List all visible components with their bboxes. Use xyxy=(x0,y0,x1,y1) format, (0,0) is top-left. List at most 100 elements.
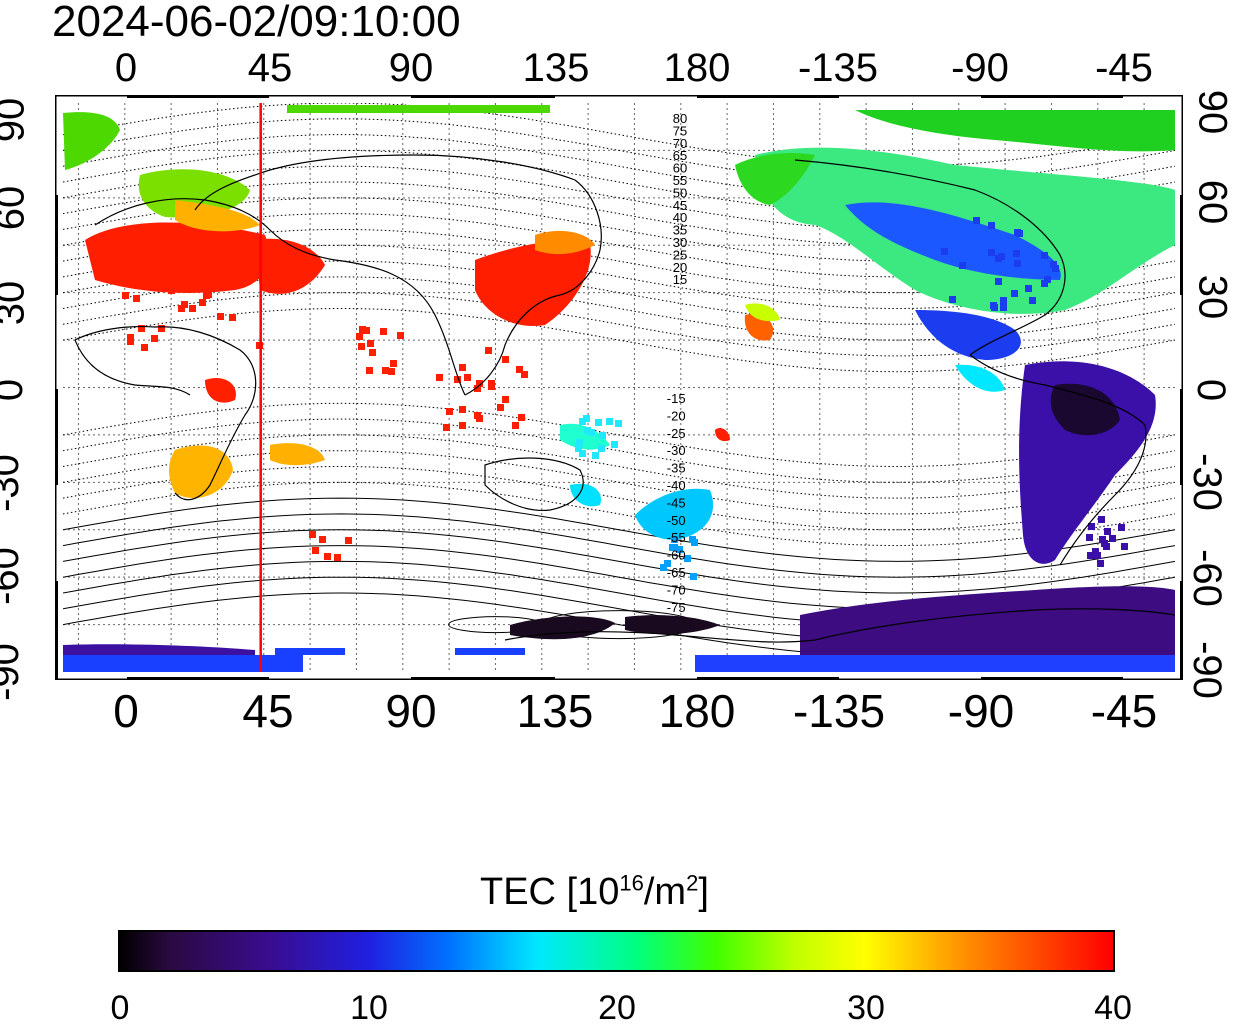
tec-pixel xyxy=(182,276,189,283)
tec-pixel xyxy=(476,380,483,387)
tec-pixel xyxy=(380,328,387,335)
y-tick-right: -90 xyxy=(1184,641,1229,699)
tec-patch xyxy=(510,616,615,640)
tec-pixel xyxy=(1087,552,1094,559)
colorbar-tick: 0 xyxy=(110,989,130,1027)
tec-pixel xyxy=(1041,252,1048,259)
x-tick-top: 0 xyxy=(114,46,138,90)
x-tick-top: 135 xyxy=(522,46,590,90)
tec-patch xyxy=(955,364,1005,392)
tec-pixel xyxy=(579,450,586,457)
tec-pixel xyxy=(502,356,509,363)
tec-pixel xyxy=(615,420,622,427)
contour-line xyxy=(63,450,1175,515)
tec-pixel xyxy=(995,278,1002,285)
tec-pixel xyxy=(443,424,450,431)
tec-pixel xyxy=(583,415,590,422)
tec-pixel xyxy=(595,419,602,426)
contour-line xyxy=(63,481,1175,547)
tec-pixel xyxy=(1098,516,1105,523)
contour-label: 70 xyxy=(673,136,687,151)
tec-pixel xyxy=(397,332,404,339)
tec-pixel xyxy=(127,334,134,341)
tec-pixel xyxy=(454,376,461,383)
tec-pixel xyxy=(671,536,678,543)
tec-patch xyxy=(855,110,1175,152)
tec-pixel xyxy=(178,305,185,312)
contour-label: 50 xyxy=(673,185,687,200)
contour-label: 55 xyxy=(673,173,687,188)
tec-pixel xyxy=(216,269,223,276)
x-tick-bottom: 0 xyxy=(113,685,139,737)
tec-patch xyxy=(455,648,525,655)
contour-label: -30 xyxy=(667,443,686,458)
tec-pixel xyxy=(1014,260,1021,267)
tec-pixel xyxy=(127,338,134,345)
colorbar-title: TEC [1016/m2] xyxy=(480,870,709,914)
tec-pixel xyxy=(521,371,528,378)
tec-pixel xyxy=(324,553,331,560)
contour-line xyxy=(63,513,1175,578)
tec-patch xyxy=(535,230,595,255)
tec-pixel xyxy=(135,275,142,282)
tec-pixel xyxy=(1109,535,1116,542)
colorbar-title-prefix: TEC [10 xyxy=(480,871,620,913)
tec-pixel xyxy=(1104,528,1111,535)
tec-pixel xyxy=(390,360,397,367)
colorbar-title-exp2: 2 xyxy=(686,870,699,896)
contour-label: 60 xyxy=(673,161,687,176)
tec-pixel xyxy=(497,404,504,411)
tec-pixel xyxy=(382,367,389,374)
tec-pixel xyxy=(1000,297,1007,304)
colorbar-tick: 30 xyxy=(847,989,885,1027)
tec-pixel xyxy=(1097,560,1104,567)
tec-pixel xyxy=(1086,534,1093,541)
x-tick-bottom: -90 xyxy=(947,685,1015,737)
tec-patch xyxy=(63,655,303,672)
tec-pixel xyxy=(991,304,998,311)
contour-label: -65 xyxy=(667,565,686,580)
tec-pixel xyxy=(669,544,676,551)
tec-pixel xyxy=(584,427,591,434)
tec-pixel xyxy=(1041,280,1048,287)
tec-pixel xyxy=(1044,276,1051,283)
tec-pixel xyxy=(512,422,519,429)
colorbar xyxy=(118,930,1115,972)
tec-pixel xyxy=(459,406,466,413)
tec-pixel xyxy=(1088,523,1095,530)
colorbar-title-mid: /m xyxy=(643,871,687,913)
x-tick-top: 45 xyxy=(247,46,293,90)
tec-pixel xyxy=(319,536,326,543)
tec-pixel xyxy=(1092,548,1099,555)
tec-patch xyxy=(635,488,714,540)
tec-pixel xyxy=(388,368,395,375)
tec-pixel xyxy=(690,573,697,580)
x-tick-top: -135 xyxy=(797,46,879,90)
tec-patch xyxy=(735,153,815,205)
contour-label: -35 xyxy=(667,461,686,476)
y-tick-left: 90 xyxy=(0,97,33,143)
tec-pixel xyxy=(168,287,175,294)
tec-pixel xyxy=(1052,265,1059,272)
contour-label: -15 xyxy=(667,391,686,406)
y-tick-left: -30 xyxy=(0,454,27,512)
contour-line xyxy=(63,529,1175,594)
tec-pixel xyxy=(599,432,606,439)
tec-pixel xyxy=(190,276,197,283)
y-tick-right: -60 xyxy=(1184,549,1229,607)
tec-pixel xyxy=(141,260,148,267)
tec-pixel xyxy=(446,408,453,415)
tec-patch xyxy=(1050,383,1120,436)
y-tick-right: 30 xyxy=(1190,274,1235,320)
tec-pixel xyxy=(1094,552,1101,559)
contour-line xyxy=(63,465,1175,531)
y-tick-right: 60 xyxy=(1190,179,1235,225)
tec-patch xyxy=(85,222,269,293)
y-tick-right: -30 xyxy=(1184,453,1229,511)
tec-patch xyxy=(625,615,720,635)
contour-label: -50 xyxy=(667,513,686,528)
x-tick-bottom: 180 xyxy=(658,685,736,737)
contour-label: 80 xyxy=(673,111,687,126)
tec-pixel xyxy=(158,325,165,332)
